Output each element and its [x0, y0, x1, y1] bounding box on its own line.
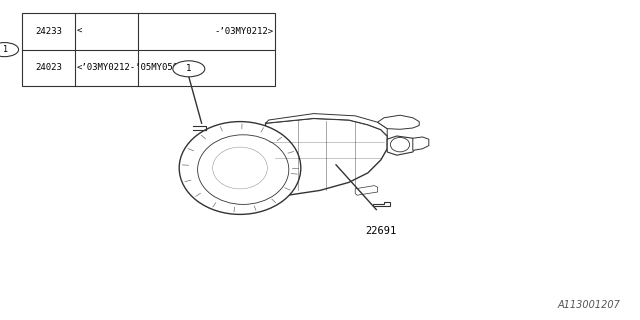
Text: -’03MY0212>: -’03MY0212>	[214, 27, 273, 36]
Text: 1: 1	[186, 64, 191, 73]
Bar	[22, 13, 275, 86]
Ellipse shape	[179, 122, 301, 214]
Text: <’03MY0212-’05MY0503>: <’03MY0212-’05MY0503>	[77, 63, 189, 73]
Text: 24023: 24023	[35, 63, 62, 73]
Text: 24233: 24233	[35, 27, 62, 36]
Polygon shape	[413, 137, 429, 150]
Circle shape	[173, 61, 205, 77]
Polygon shape	[387, 136, 417, 155]
Text: <: <	[77, 27, 82, 36]
Polygon shape	[373, 202, 390, 206]
Polygon shape	[262, 118, 387, 195]
Polygon shape	[378, 115, 419, 129]
Ellipse shape	[390, 138, 410, 152]
Polygon shape	[355, 186, 378, 195]
Ellipse shape	[198, 135, 289, 204]
Text: 1: 1	[2, 45, 7, 54]
Polygon shape	[266, 114, 387, 136]
Text: A113001207: A113001207	[558, 300, 621, 310]
Text: 22691: 22691	[365, 226, 396, 236]
